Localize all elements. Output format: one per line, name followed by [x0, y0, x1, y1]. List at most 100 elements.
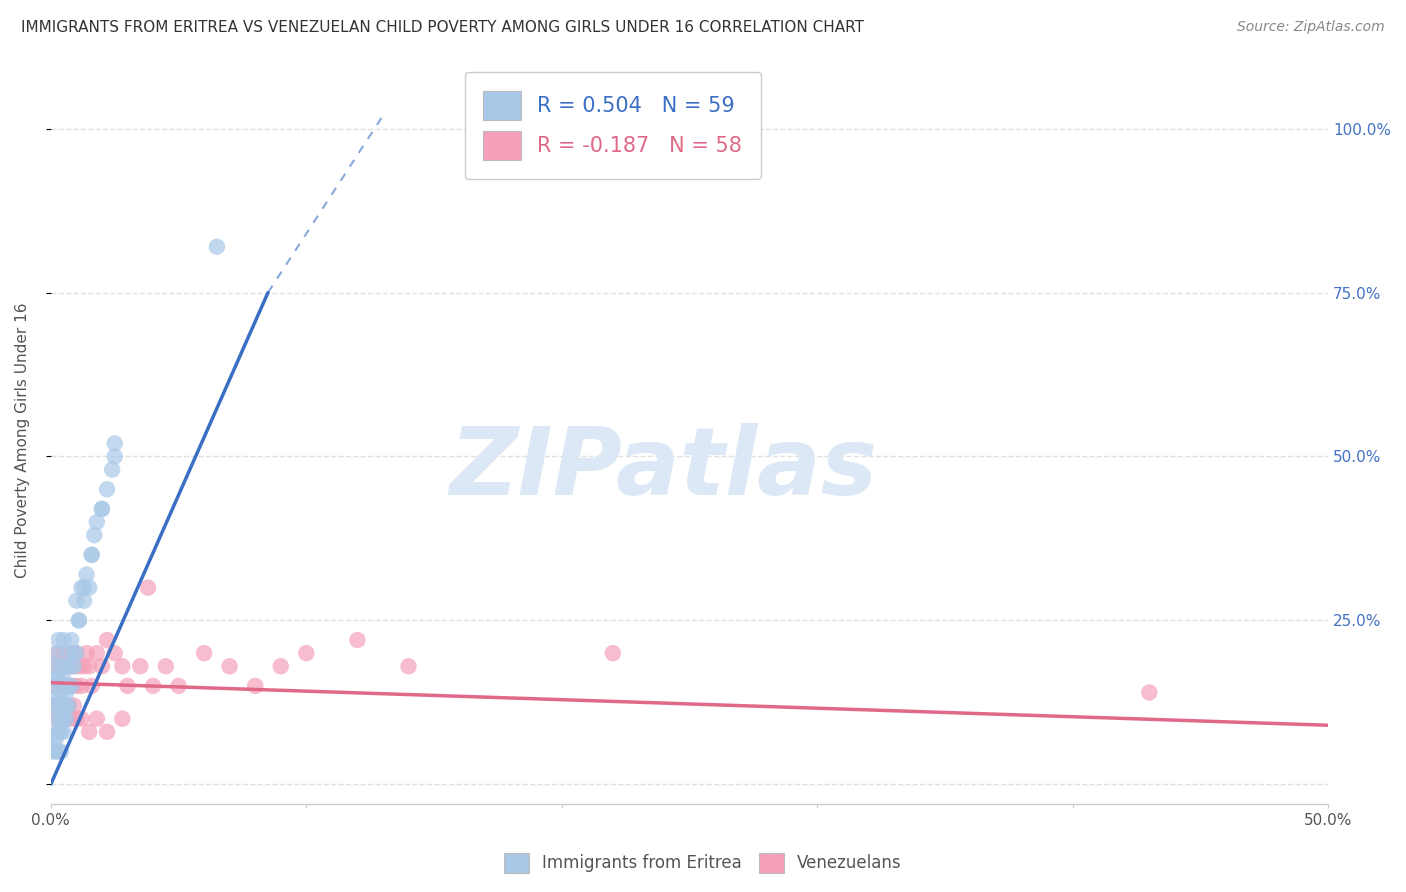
Point: [270, 659, 292, 673]
Point: [86, 515, 108, 529]
Point: [104, 436, 127, 450]
Point: [90, 502, 112, 516]
Point: [49, 659, 72, 673]
Point: [45, 731, 67, 746]
Point: [96, 633, 118, 648]
Point: [77, 659, 100, 673]
Point: [49, 712, 72, 726]
Point: [117, 679, 139, 693]
Point: [60, 712, 83, 726]
Point: [49, 685, 72, 699]
Text: ZIPatlas: ZIPatlas: [450, 423, 877, 516]
Point: [60, 633, 83, 648]
Point: [63, 646, 86, 660]
Point: [55, 685, 77, 699]
Point: [76, 567, 98, 582]
Point: [65, 646, 87, 660]
Point: [1137, 685, 1160, 699]
Point: [111, 659, 134, 673]
Point: [45, 712, 67, 726]
Point: [58, 698, 80, 713]
Point: [80, 548, 103, 562]
Point: [60, 646, 83, 660]
Point: [48, 724, 70, 739]
Point: [63, 698, 86, 713]
Point: [96, 483, 118, 497]
Point: [45, 646, 67, 660]
Point: [65, 593, 87, 607]
Point: [52, 673, 75, 687]
Point: [55, 659, 77, 673]
Point: [86, 712, 108, 726]
Point: [142, 679, 165, 693]
Point: [205, 240, 228, 254]
Legend: R = 0.504   N = 59, R = -0.187   N = 58: R = 0.504 N = 59, R = -0.187 N = 58: [464, 72, 761, 179]
Point: [48, 673, 70, 687]
Point: [55, 698, 77, 713]
Point: [63, 659, 86, 673]
Point: [90, 659, 112, 673]
Point: [104, 646, 127, 660]
Point: [76, 646, 98, 660]
Point: [55, 712, 77, 726]
Point: [83, 528, 105, 542]
Point: [42, 731, 65, 746]
Point: [245, 679, 267, 693]
Point: [45, 744, 67, 758]
Text: Source: ZipAtlas.com: Source: ZipAtlas.com: [1237, 20, 1385, 34]
Point: [104, 450, 127, 464]
Point: [193, 646, 215, 660]
Point: [398, 659, 420, 673]
Legend: Immigrants from Eritrea, Venezuelans: Immigrants from Eritrea, Venezuelans: [498, 847, 908, 880]
Point: [55, 679, 77, 693]
Point: [48, 698, 70, 713]
Point: [42, 744, 65, 758]
Point: [67, 613, 90, 627]
Point: [52, 698, 75, 713]
Point: [49, 712, 72, 726]
Point: [48, 698, 70, 713]
Point: [67, 613, 90, 627]
Y-axis label: Child Poverty Among Girls Under 16: Child Poverty Among Girls Under 16: [15, 302, 30, 578]
Point: [73, 659, 96, 673]
Point: [90, 502, 112, 516]
Point: [67, 659, 90, 673]
Point: [218, 659, 240, 673]
Point: [58, 659, 80, 673]
Point: [42, 679, 65, 693]
Point: [86, 646, 108, 660]
Point: [42, 659, 65, 673]
Point: [602, 646, 624, 660]
Point: [101, 462, 124, 476]
Point: [45, 679, 67, 693]
Point: [73, 581, 96, 595]
Point: [48, 744, 70, 758]
Point: [52, 724, 75, 739]
Point: [73, 593, 96, 607]
Point: [49, 679, 72, 693]
Point: [80, 679, 103, 693]
Point: [48, 646, 70, 660]
Point: [60, 659, 83, 673]
Point: [129, 659, 152, 673]
Point: [77, 724, 100, 739]
Point: [52, 712, 75, 726]
Point: [48, 633, 70, 648]
Point: [65, 679, 87, 693]
Point: [65, 646, 87, 660]
Point: [346, 633, 368, 648]
Point: [167, 679, 190, 693]
Point: [77, 581, 100, 595]
Point: [45, 712, 67, 726]
Point: [55, 712, 77, 726]
Point: [70, 712, 93, 726]
Point: [295, 646, 318, 660]
Point: [60, 679, 83, 693]
Point: [42, 698, 65, 713]
Point: [52, 646, 75, 660]
Point: [42, 659, 65, 673]
Point: [155, 659, 177, 673]
Point: [48, 724, 70, 739]
Point: [52, 698, 75, 713]
Point: [80, 548, 103, 562]
